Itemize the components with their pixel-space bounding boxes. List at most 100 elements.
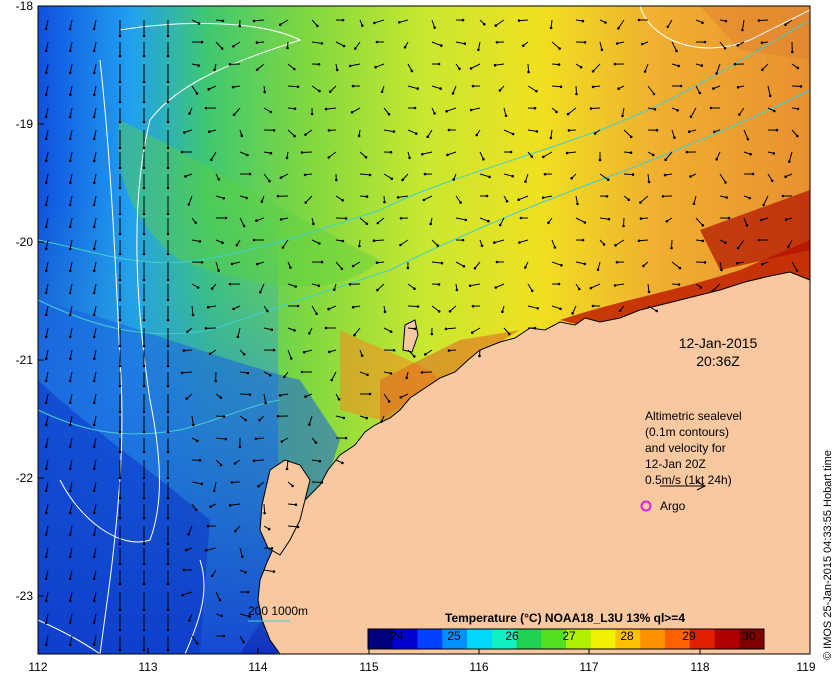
velocity-arrow-head — [663, 173, 667, 177]
velocity-arrow — [183, 349, 193, 352]
velocity-arrow-head — [232, 113, 236, 117]
velocity-arrow-head — [436, 244, 440, 247]
velocity-arrow-head — [446, 153, 449, 157]
velocity-arrow-head — [44, 159, 48, 163]
velocity-arrow-head — [44, 489, 48, 493]
velocity-arrow-head — [559, 85, 563, 89]
velocity-arrow-head — [118, 232, 122, 236]
velocity-arrow — [427, 129, 433, 138]
velocity-arrow-head — [593, 132, 597, 135]
velocity-arrow-head — [222, 415, 226, 418]
lon-label: 115 — [359, 660, 378, 674]
velocity-arrow-head — [447, 128, 451, 132]
velocity-arrow-head — [166, 278, 170, 282]
velocity-arrow-head — [760, 218, 763, 222]
velocity-arrow — [503, 327, 510, 335]
velocity-arrow — [93, 129, 97, 139]
velocity-arrow — [590, 283, 601, 289]
velocity-arrow — [622, 107, 625, 116]
velocity-arrow — [495, 63, 505, 66]
velocity-arrow-head — [246, 153, 249, 157]
velocity-arrow — [455, 195, 462, 203]
velocity-arrow — [93, 415, 97, 425]
velocity-arrow-head — [118, 186, 122, 190]
velocity-arrow-head — [68, 93, 72, 97]
velocity-arrow — [592, 63, 601, 72]
velocity-arrow-head — [293, 67, 296, 71]
velocity-arrow-head — [477, 48, 480, 52]
velocity-arrow-head — [118, 384, 122, 388]
velocity-arrow-head — [166, 648, 170, 652]
colorbar-cell — [491, 629, 517, 649]
velocity-arrow — [407, 283, 415, 290]
velocity-arrow — [550, 19, 553, 28]
velocity-arrow-head — [92, 335, 96, 339]
velocity-arrow-head — [283, 375, 286, 379]
velocity-arrow — [359, 371, 368, 376]
velocity-arrow-head — [579, 65, 583, 69]
velocity-arrow-head — [327, 156, 331, 159]
velocity-arrow-head — [258, 418, 261, 422]
velocity-arrow-head — [118, 100, 122, 104]
velocity-arrow — [477, 41, 481, 50]
velocity-arrow-head — [166, 608, 170, 612]
velocity-arrow-head — [92, 401, 96, 405]
velocity-arrow — [647, 85, 655, 95]
velocity-arrow-head — [498, 223, 502, 227]
velocity-arrow — [93, 591, 97, 601]
velocity-arrow — [69, 195, 73, 205]
velocity-arrow-head — [220, 614, 223, 618]
velocity-arrow — [398, 195, 409, 198]
velocity-arrow-head — [471, 304, 475, 308]
velocity-arrow — [256, 63, 265, 71]
velocity-arrow-head — [557, 282, 561, 286]
velocity-arrow — [45, 525, 49, 535]
velocity-arrow-head — [92, 181, 96, 185]
velocity-arrow-head — [68, 313, 72, 317]
velocity-arrow-head — [142, 364, 146, 368]
velocity-arrow-head — [166, 516, 170, 520]
velocity-arrow-head — [720, 268, 723, 272]
velocity-arrow-head — [44, 555, 48, 559]
velocity-arrow-head — [197, 64, 201, 67]
velocity-arrow-head — [761, 68, 764, 71]
velocity-arrow-head — [207, 88, 210, 91]
velocity-arrow — [69, 63, 73, 73]
velocity-arrow-head — [736, 44, 740, 47]
velocity-arrow — [69, 415, 73, 425]
map-frame — [37, 5, 811, 655]
velocity-arrow-head — [68, 423, 72, 427]
velocity-arrow-head — [703, 261, 707, 264]
velocity-arrow-head — [118, 450, 122, 454]
velocity-arrow-head — [469, 67, 473, 70]
velocity-arrow-head — [781, 194, 785, 198]
velocity-arrow-head — [68, 621, 72, 625]
velocity-arrow-head — [405, 376, 409, 380]
colorbar-tick: 26 — [505, 629, 519, 643]
velocity-arrow-head — [210, 287, 214, 290]
velocity-arrow-head — [459, 201, 462, 204]
velocity-arrow — [377, 283, 385, 291]
velocity-arrow-head — [357, 134, 361, 138]
velocity-arrow-head — [711, 289, 715, 293]
velocity-arrow — [351, 107, 361, 113]
velocity-arrow — [93, 481, 97, 491]
velocity-arrow-head — [768, 94, 772, 98]
velocity-arrow — [719, 41, 726, 49]
velocity-arrow-head — [413, 355, 416, 358]
velocity-arrow — [280, 393, 289, 396]
velocity-arrow-head — [380, 420, 383, 423]
velocity-arrow-head — [677, 64, 680, 68]
velocity-arrow-head — [581, 19, 585, 23]
velocity-arrow — [499, 217, 505, 226]
velocity-arrow-head — [452, 178, 456, 181]
velocity-arrow — [311, 41, 322, 44]
velocity-arrow-head — [519, 216, 523, 220]
velocity-arrow — [638, 239, 649, 242]
velocity-arrow — [527, 283, 533, 292]
velocity-arrow-head — [390, 177, 394, 180]
velocity-arrow-head — [518, 241, 521, 244]
colorbar-tick: 29 — [682, 629, 696, 643]
velocity-arrow-head — [142, 608, 146, 612]
velocity-arrow — [287, 85, 299, 88]
